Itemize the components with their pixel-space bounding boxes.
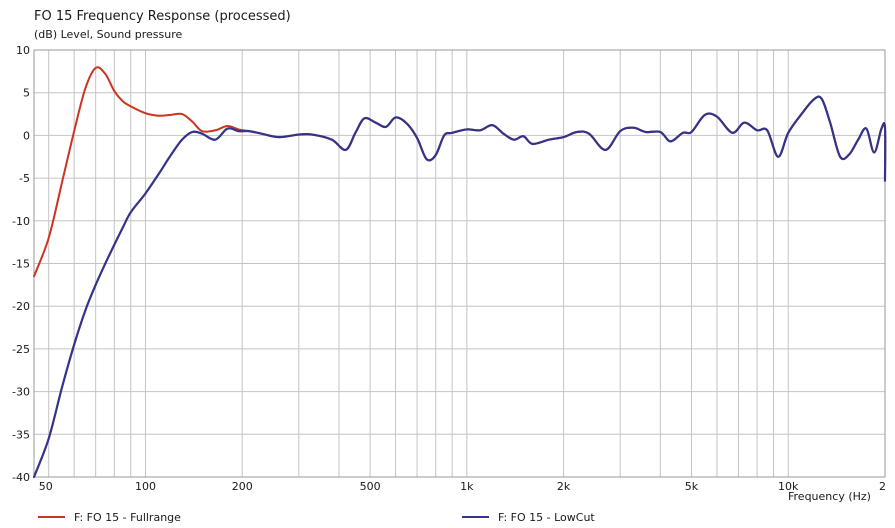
legend-label: F: FO 15 - LowCut <box>498 511 595 524</box>
x-axis-ticks: 50 100 200 500 1k 2k 5k 10k 2 <box>39 480 886 493</box>
chart-subtitle: (dB) Level, Sound pressure <box>34 28 183 41</box>
chart-title: FO 15 Frequency Response (processed) <box>34 9 291 24</box>
y-tick-label: -35 <box>12 428 30 441</box>
y-tick-label: -25 <box>12 343 30 356</box>
x-tick-label: 2 <box>879 480 886 493</box>
y-tick-label: -5 <box>19 172 30 185</box>
legend: F: FO 15 - Fullrange F: FO 15 - LowCut <box>38 511 595 524</box>
y-tick-label: -30 <box>12 386 30 399</box>
series-line-lowcut <box>32 95 887 479</box>
x-tick-label: 2k <box>557 480 571 493</box>
y-tick-label: 5 <box>23 87 30 100</box>
y-tick-label: 0 <box>23 129 30 142</box>
y-tick-label: 10 <box>16 44 30 57</box>
y-tick-label: -20 <box>12 300 30 313</box>
x-tick-label: 5k <box>685 480 699 493</box>
x-tick-label: 500 <box>360 480 381 493</box>
x-tick-label: 50 <box>39 480 53 493</box>
plot-area-border <box>33 49 886 478</box>
x-tick-label: 1k <box>460 480 474 493</box>
x-axis-label: Frequency (Hz) <box>788 490 871 503</box>
y-axis-ticks: 10 5 0 -5 -10 -15 -20 -25 -30 -35 -40 <box>12 44 30 484</box>
x-tick-label: 200 <box>232 480 253 493</box>
x-tick-label: 10k <box>778 480 799 493</box>
y-tick-label: -15 <box>12 258 30 271</box>
y-tick-label: -10 <box>12 215 30 228</box>
grid <box>34 50 885 477</box>
series-lines <box>32 66 887 479</box>
legend-label: F: FO 15 - Fullrange <box>74 511 181 524</box>
x-tick-label: 100 <box>135 480 156 493</box>
y-tick-label: -40 <box>12 471 30 484</box>
